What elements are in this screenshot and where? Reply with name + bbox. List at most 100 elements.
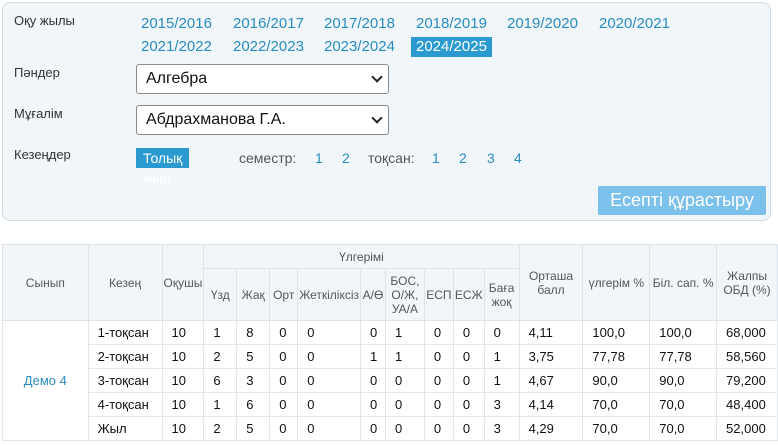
col-good: Жақ bbox=[236, 268, 271, 321]
quality-cell: 77,78 bbox=[649, 344, 718, 369]
grade-count-cell: 0 bbox=[297, 392, 362, 417]
year-link[interactable]: 2023/2024 bbox=[324, 38, 395, 55]
col-class: Сынып bbox=[2, 244, 89, 321]
grade-count-cell: 0 bbox=[269, 320, 299, 345]
total-cell: 79,200 bbox=[716, 368, 778, 393]
progress-cell: 77,78 bbox=[582, 344, 651, 369]
year-link[interactable]: 2020/2021 bbox=[599, 15, 670, 32]
col-exempt: А/Ө bbox=[360, 268, 386, 321]
report-table: Сынып Кезең Оқушы Үлгерімі Орташа балл ү… bbox=[2, 244, 778, 441]
period-cell: 3-тоқсан bbox=[87, 368, 163, 393]
col-total: Жалпы ОБД (%) bbox=[716, 244, 778, 321]
period-cell: 4-тоқсан bbox=[87, 392, 163, 417]
progress-cell: 100,0 bbox=[582, 320, 651, 345]
grade-count-cell: 1 bbox=[483, 368, 520, 393]
quarter-label: тоқсан: bbox=[368, 150, 415, 166]
col-insufficient: Жеткіліксіз bbox=[297, 268, 362, 321]
col-period: Кезең bbox=[87, 244, 163, 321]
period-cell: Жыл bbox=[87, 416, 163, 441]
quarter-link-3[interactable]: 3 bbox=[487, 150, 495, 166]
grade-count-cell: 5 bbox=[236, 344, 271, 369]
chevron-down-icon bbox=[371, 112, 383, 124]
grade-count-cell: 0 bbox=[452, 392, 485, 417]
grade-count-cell: 0 bbox=[423, 368, 454, 393]
build-report-button[interactable]: Есепті құрастыру bbox=[598, 186, 766, 215]
year-link-active[interactable]: 2024/2025 bbox=[411, 37, 492, 57]
grade-count-cell: 0 bbox=[423, 392, 454, 417]
students-cell: 10 bbox=[161, 368, 205, 393]
grade-count-cell: 0 bbox=[452, 368, 485, 393]
grade-count-cell: 1 bbox=[203, 392, 238, 417]
semester-label: семестр: bbox=[239, 150, 297, 166]
grade-count-cell: 0 bbox=[452, 416, 485, 441]
table-row: Жыл 10 2 5 0 0 0 0 0 0 3 4,29 70,0 70,0 52,000 bbox=[3, 416, 778, 441]
grade-count-cell: 1 bbox=[360, 344, 386, 369]
grade-count-cell: 2 bbox=[203, 416, 238, 441]
grade-count-cell: 1 bbox=[483, 344, 520, 369]
grade-count-cell: 0 bbox=[360, 320, 386, 345]
avg-cell: 4,67 bbox=[518, 368, 584, 393]
table-row: Демо 4 1-тоқсан 10 1 8 0 0 0 1 0 0 0 4,11 100,0 100,0 6… bbox=[2, 320, 778, 441]
year-link[interactable]: 2021/2022 bbox=[141, 38, 212, 55]
col-eszh: ЕСЖ bbox=[452, 268, 485, 321]
year-link[interactable]: 2016/2017 bbox=[233, 15, 304, 32]
col-esp: ЕСП bbox=[423, 268, 454, 321]
students-cell: 10 bbox=[161, 416, 205, 441]
subject-select[interactable]: Алгебра bbox=[136, 64, 389, 94]
teacher-label: Мұғалім bbox=[14, 106, 63, 121]
progress-cell: 70,0 bbox=[582, 392, 651, 417]
quality-cell: 70,0 bbox=[649, 416, 718, 441]
year-link[interactable]: 2019/2020 bbox=[507, 15, 578, 32]
students-cell: 10 bbox=[161, 392, 205, 417]
avg-cell: 4,14 bbox=[518, 392, 584, 417]
period-cell: 2-тоқсан bbox=[87, 344, 163, 369]
grade-count-cell: 0 bbox=[483, 320, 520, 345]
col-no-grade: Баға жоқ bbox=[483, 268, 520, 321]
avg-cell: 3,75 bbox=[518, 344, 584, 369]
class-link[interactable]: Демо 4 bbox=[2, 320, 89, 441]
quarter-link-2[interactable]: 2 bbox=[459, 150, 467, 166]
col-students: Оқушы bbox=[161, 244, 205, 321]
progress-cell: 90,0 bbox=[582, 368, 651, 393]
grade-count-cell: 0 bbox=[360, 416, 386, 441]
grade-count-cell: 0 bbox=[360, 392, 386, 417]
semester-link-2[interactable]: 2 bbox=[342, 150, 350, 166]
chevron-down-icon bbox=[371, 71, 383, 83]
year-link[interactable]: 2017/2018 bbox=[324, 15, 395, 32]
year-link[interactable]: 2015/2016 bbox=[141, 15, 212, 32]
grade-count-cell: 0 bbox=[423, 344, 454, 369]
table-row: 3-тоқсан 10 6 3 0 0 0 0 0 0 1 4,67 90,0 90,0 79,200 bbox=[3, 368, 778, 393]
year-link[interactable]: 2022/2023 bbox=[233, 38, 304, 55]
grade-count-cell: 1 bbox=[384, 344, 425, 369]
quarter-link-4[interactable]: 4 bbox=[514, 150, 522, 166]
subject-value: Алгебра bbox=[146, 70, 208, 87]
students-cell: 10 bbox=[161, 320, 205, 345]
grade-count-cell: 1 bbox=[384, 320, 425, 345]
col-average: Орт bbox=[269, 268, 299, 321]
col-progress-pct: үлгерім % bbox=[582, 244, 651, 321]
full-year-button[interactable]: Толық жыл bbox=[136, 148, 190, 186]
col-excellent: Үзд bbox=[203, 268, 238, 321]
grade-count-cell: 0 bbox=[269, 344, 299, 369]
grade-count-cell: 0 bbox=[452, 344, 485, 369]
col-avg: Орташа балл bbox=[518, 244, 584, 321]
col-progress-group: Үлгерімі bbox=[203, 244, 520, 269]
grade-count-cell: 0 bbox=[384, 392, 425, 417]
grade-count-cell: 0 bbox=[269, 392, 299, 417]
total-cell: 52,000 bbox=[716, 416, 778, 441]
semester-link-1[interactable]: 1 bbox=[315, 150, 323, 166]
year-link[interactable]: 2018/2019 bbox=[416, 15, 487, 32]
col-absent: БОС, О/Ж, УА/А bbox=[384, 268, 425, 321]
grade-count-cell: 3 bbox=[236, 368, 271, 393]
grade-count-cell: 0 bbox=[297, 344, 362, 369]
grade-count-cell: 2 bbox=[203, 344, 238, 369]
grade-count-cell: 6 bbox=[236, 392, 271, 417]
table-row: 4-тоқсан 10 1 6 0 0 0 0 0 0 3 4,14 70,0 70,0 48,400 bbox=[3, 392, 778, 417]
quarter-link-1[interactable]: 1 bbox=[432, 150, 440, 166]
grade-count-cell: 8 bbox=[236, 320, 271, 345]
quality-cell: 100,0 bbox=[649, 320, 718, 345]
grade-count-cell: 1 bbox=[203, 320, 238, 345]
teacher-select[interactable]: Абдрахманова Г.А. bbox=[136, 105, 389, 135]
total-cell: 48,400 bbox=[716, 392, 778, 417]
grade-count-cell: 0 bbox=[423, 416, 454, 441]
